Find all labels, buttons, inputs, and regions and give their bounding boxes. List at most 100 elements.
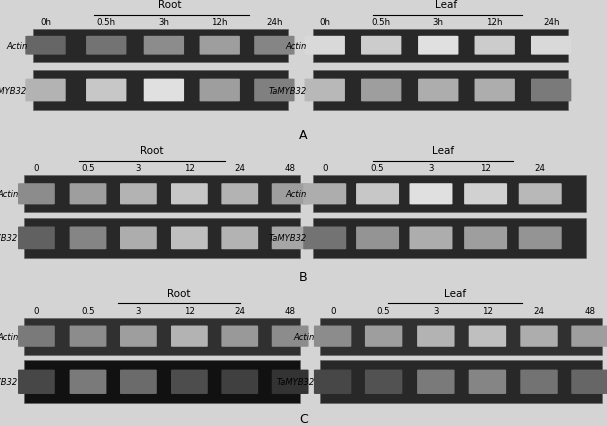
FancyBboxPatch shape (86, 37, 126, 55)
FancyBboxPatch shape (171, 326, 208, 347)
FancyBboxPatch shape (254, 79, 294, 102)
Text: 3h: 3h (433, 18, 444, 27)
FancyBboxPatch shape (222, 326, 258, 347)
FancyBboxPatch shape (171, 227, 208, 250)
FancyBboxPatch shape (356, 184, 399, 205)
FancyBboxPatch shape (144, 79, 184, 102)
Text: 48: 48 (285, 164, 296, 173)
Bar (33, 30, 288, 63)
Text: Leaf: Leaf (432, 146, 454, 156)
Text: 24: 24 (234, 164, 245, 173)
Text: 0.5: 0.5 (371, 164, 384, 173)
Text: Leaf: Leaf (435, 0, 457, 10)
FancyBboxPatch shape (418, 37, 458, 55)
FancyBboxPatch shape (304, 227, 346, 250)
FancyBboxPatch shape (464, 184, 507, 205)
Bar (313, 71, 568, 111)
FancyBboxPatch shape (531, 79, 571, 102)
FancyBboxPatch shape (314, 370, 351, 394)
FancyBboxPatch shape (18, 370, 55, 394)
Text: TaMYB32: TaMYB32 (0, 377, 18, 386)
Text: 3: 3 (433, 306, 439, 315)
Text: 12: 12 (482, 306, 493, 315)
FancyBboxPatch shape (120, 184, 157, 205)
Text: Actin: Actin (293, 332, 314, 341)
FancyBboxPatch shape (418, 79, 458, 102)
FancyBboxPatch shape (520, 370, 558, 394)
Bar (313, 219, 586, 258)
Text: 0.5h: 0.5h (97, 18, 116, 27)
FancyBboxPatch shape (571, 326, 607, 347)
FancyBboxPatch shape (410, 184, 452, 205)
FancyBboxPatch shape (222, 370, 258, 394)
FancyBboxPatch shape (171, 370, 208, 394)
Text: 48: 48 (585, 306, 595, 315)
FancyBboxPatch shape (314, 326, 351, 347)
FancyBboxPatch shape (272, 326, 308, 347)
FancyBboxPatch shape (520, 326, 558, 347)
FancyBboxPatch shape (200, 79, 240, 102)
Text: 12: 12 (184, 164, 195, 173)
Bar (33, 71, 288, 111)
Text: 0: 0 (322, 164, 328, 173)
Text: 3: 3 (135, 306, 141, 315)
FancyBboxPatch shape (200, 37, 240, 55)
Text: Root: Root (158, 0, 181, 10)
Bar (24, 360, 300, 403)
Text: 3: 3 (135, 164, 141, 173)
Text: 12: 12 (184, 306, 195, 315)
Text: 24: 24 (234, 306, 245, 315)
Text: 0h: 0h (40, 18, 51, 27)
Text: Actin: Actin (285, 190, 307, 199)
FancyBboxPatch shape (254, 37, 294, 55)
FancyBboxPatch shape (417, 370, 455, 394)
Text: B: B (299, 270, 308, 283)
Text: 3: 3 (428, 164, 434, 173)
FancyBboxPatch shape (171, 184, 208, 205)
FancyBboxPatch shape (410, 227, 452, 250)
FancyBboxPatch shape (475, 79, 515, 102)
FancyBboxPatch shape (361, 37, 401, 55)
FancyBboxPatch shape (475, 37, 515, 55)
FancyBboxPatch shape (305, 79, 345, 102)
Text: 0h: 0h (319, 18, 330, 27)
Text: Actin: Actin (285, 42, 307, 51)
Text: Actin: Actin (6, 42, 27, 51)
Text: TaMYB32: TaMYB32 (276, 377, 314, 386)
FancyBboxPatch shape (361, 79, 401, 102)
Text: 12: 12 (480, 164, 491, 173)
Text: 0.5: 0.5 (81, 164, 95, 173)
FancyBboxPatch shape (120, 326, 157, 347)
Bar (313, 176, 586, 213)
FancyBboxPatch shape (356, 227, 399, 250)
FancyBboxPatch shape (18, 184, 55, 205)
Bar (320, 360, 602, 403)
FancyBboxPatch shape (70, 370, 106, 394)
Bar (24, 318, 300, 355)
Text: Root: Root (140, 146, 163, 156)
Text: 3h: 3h (158, 18, 169, 27)
FancyBboxPatch shape (272, 184, 308, 205)
Text: C: C (299, 412, 308, 426)
FancyBboxPatch shape (222, 227, 258, 250)
Text: Root: Root (168, 288, 191, 298)
FancyBboxPatch shape (464, 227, 507, 250)
FancyBboxPatch shape (86, 79, 126, 102)
FancyBboxPatch shape (469, 370, 506, 394)
FancyBboxPatch shape (70, 184, 106, 205)
FancyBboxPatch shape (25, 79, 66, 102)
FancyBboxPatch shape (18, 326, 55, 347)
FancyBboxPatch shape (25, 37, 66, 55)
Text: TaMYB32: TaMYB32 (0, 86, 27, 95)
Text: A: A (299, 128, 308, 141)
Text: 0.5: 0.5 (81, 306, 95, 315)
FancyBboxPatch shape (571, 370, 607, 394)
Text: 24h: 24h (266, 18, 283, 27)
Text: TaMYB32: TaMYB32 (0, 234, 18, 243)
FancyBboxPatch shape (70, 227, 106, 250)
FancyBboxPatch shape (305, 37, 345, 55)
FancyBboxPatch shape (531, 37, 571, 55)
FancyBboxPatch shape (469, 326, 506, 347)
Bar (320, 318, 602, 355)
Text: 0.5: 0.5 (377, 306, 390, 315)
